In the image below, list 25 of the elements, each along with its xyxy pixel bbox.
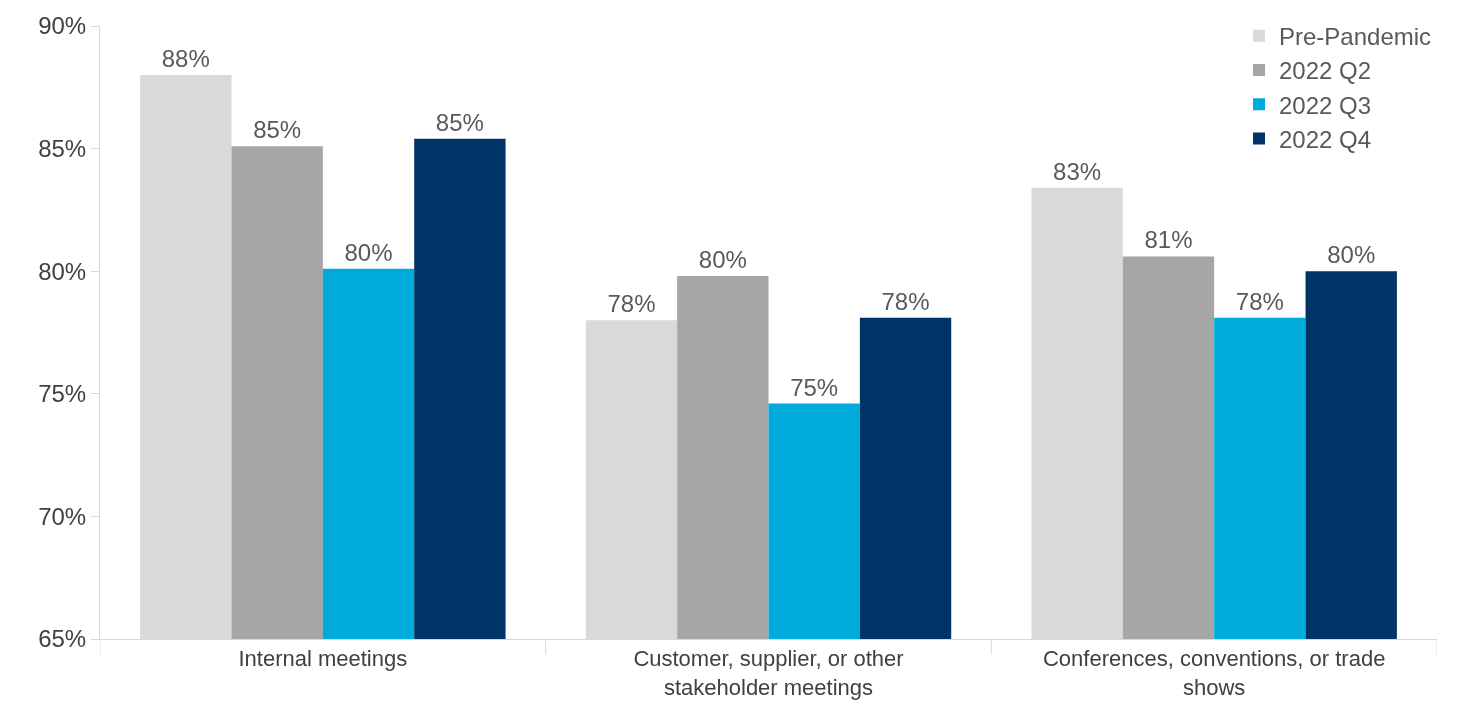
data-label: 85% bbox=[435, 108, 484, 136]
data-label: 78% bbox=[1235, 287, 1284, 315]
data-label: 80% bbox=[344, 238, 393, 266]
y-tick-label: 80% bbox=[38, 257, 87, 285]
data-label: 75% bbox=[790, 373, 839, 401]
data-label: 83% bbox=[1053, 157, 1102, 185]
x-tick-label: Internal meetings bbox=[238, 646, 408, 672]
legend-label: 2022 Q2 bbox=[1279, 57, 1372, 85]
data-label: 81% bbox=[1144, 226, 1193, 254]
data-label: 78% bbox=[607, 290, 656, 318]
y-tick-label: 90% bbox=[38, 12, 87, 40]
data-label: 85% bbox=[253, 116, 302, 144]
y-tick-label: 70% bbox=[38, 502, 87, 530]
data-label: 78% bbox=[881, 287, 930, 315]
legend-label: 2022 Q4 bbox=[1279, 125, 1372, 153]
y-tick-label: 65% bbox=[38, 625, 87, 653]
y-tick-label: 75% bbox=[38, 380, 87, 408]
data-label: 80% bbox=[1327, 241, 1376, 269]
legend-label: 2022 Q3 bbox=[1279, 91, 1372, 119]
data-label: 88% bbox=[161, 45, 210, 73]
data-label: 80% bbox=[698, 246, 747, 274]
x-tick-label: Conferences, conventions, or trade shows bbox=[1042, 646, 1386, 700]
y-tick-label: 85% bbox=[38, 135, 87, 162]
legend-label: Pre-Pandemic bbox=[1279, 23, 1432, 51]
x-tick-label: Customer, supplier, or other stakeholder meetings bbox=[633, 646, 904, 700]
